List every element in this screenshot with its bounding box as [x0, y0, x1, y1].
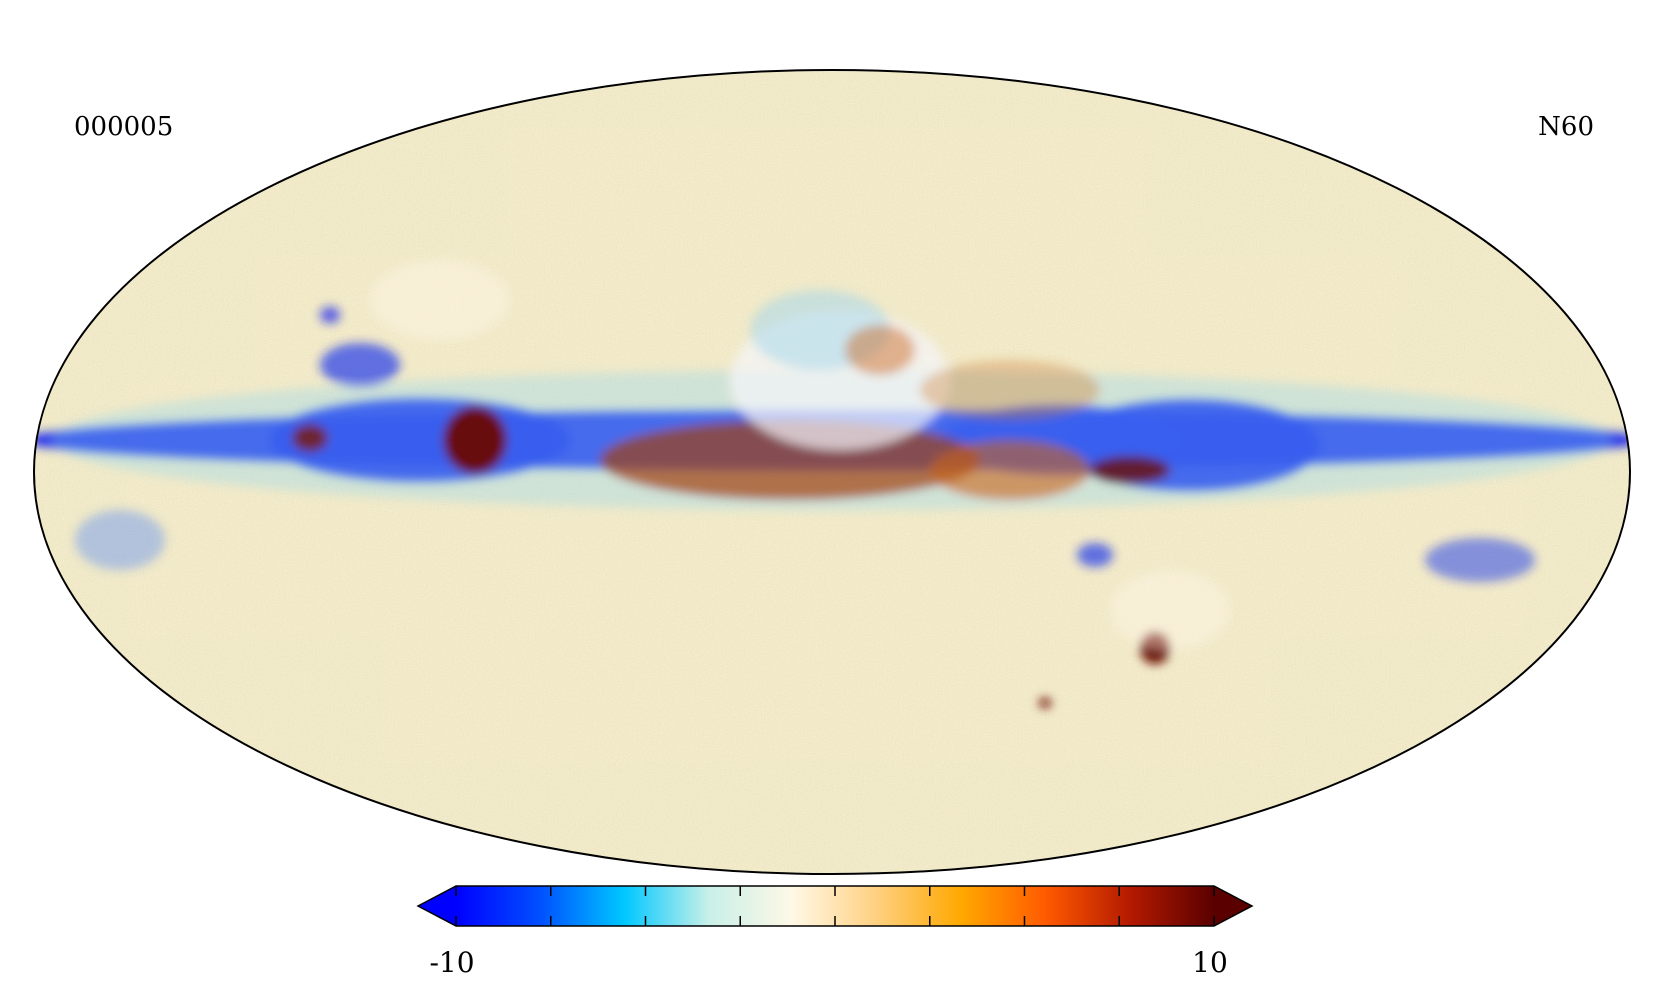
dark-red-spot-right [1090, 456, 1170, 484]
orange-patch-upper [845, 325, 915, 375]
map-content [34, 70, 1630, 874]
map-outline [33, 69, 1631, 875]
blue-blob-lower-right [1077, 543, 1113, 567]
bulge-right [930, 440, 1090, 500]
galactic-features [34, 260, 1630, 708]
colorbar-min-label: -10 [429, 946, 475, 979]
colorbar-under-arrow [418, 886, 456, 926]
orange-patch-right [920, 360, 1100, 420]
pale-region-right [1110, 570, 1230, 650]
blue-patch-far-left [75, 510, 165, 570]
blue-blob-upper-left [320, 343, 400, 387]
map-id-label: 000005 [74, 112, 174, 142]
map-resolution-label: N60 [1538, 112, 1594, 142]
colorbar-max-label: 10 [1192, 946, 1228, 979]
colorbar-over-arrow [1214, 886, 1252, 926]
blue-dot-upper-left [320, 307, 340, 323]
small-magellanic-cloud [1039, 698, 1051, 708]
colorbar-ticks [455, 886, 1215, 926]
dark-red-spot-left [443, 406, 507, 474]
red-spot-far-left [292, 424, 328, 452]
blue-patch-far-right [1425, 538, 1535, 582]
pale-region-left [370, 260, 510, 340]
colorbar [416, 885, 1254, 927]
